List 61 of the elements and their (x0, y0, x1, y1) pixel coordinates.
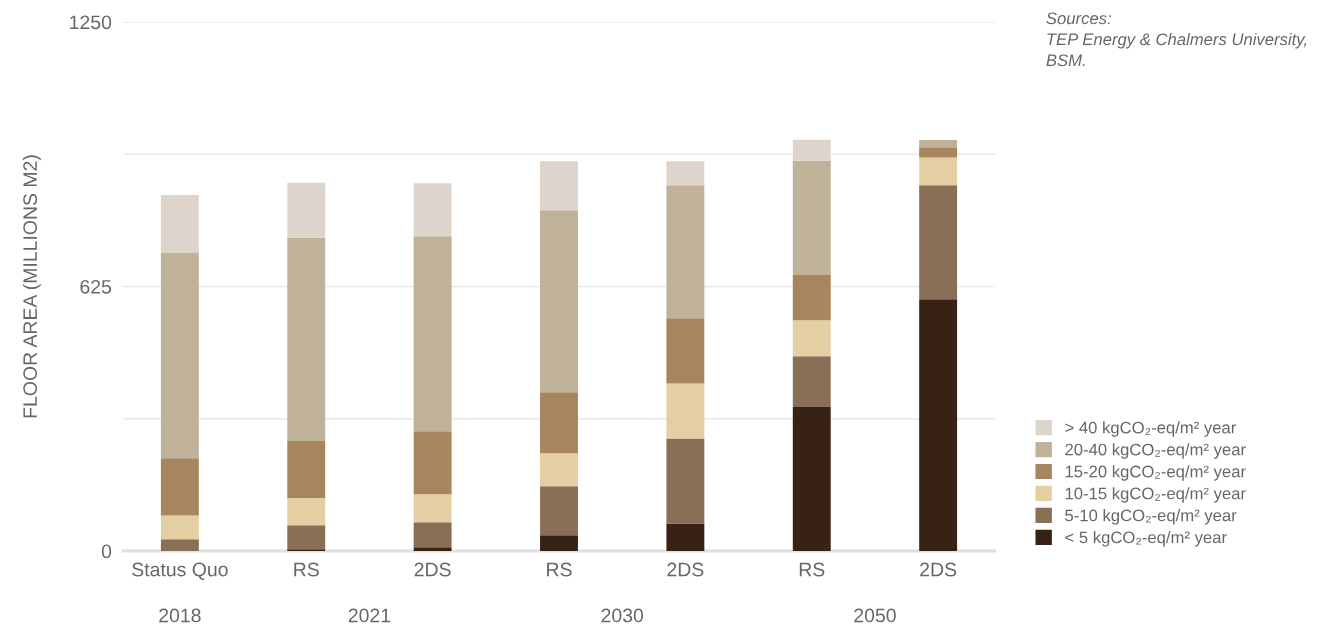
bar (287, 498, 326, 526)
bar (919, 147, 958, 158)
legend-label: 5-10 kgCO₂-eq/m² year (1065, 509, 1237, 525)
bar (160, 539, 199, 551)
bar (666, 161, 705, 186)
text: 2021 (348, 608, 391, 623)
bar (413, 547, 452, 551)
bar (792, 356, 831, 408)
bar (540, 535, 578, 551)
bar (919, 185, 958, 300)
bar (540, 392, 578, 454)
bar (540, 486, 578, 536)
bar (413, 236, 452, 432)
bar (160, 458, 199, 516)
bar (413, 494, 452, 523)
legend-label: < 5 kgCO₂-eq/m² year (1065, 531, 1227, 547)
bar (792, 160, 831, 276)
text: 2018 (159, 608, 201, 623)
bar (413, 522, 452, 548)
legend-label: 10-15 kgCO₂-eq/m² year (1065, 487, 1246, 503)
x-tick-label: 2DS (414, 562, 451, 577)
bar (413, 431, 452, 495)
bar (792, 275, 831, 321)
legend-label: 15-20 kgCO₂-eq/m² year (1065, 465, 1246, 481)
bar (540, 161, 578, 211)
bar (160, 195, 199, 254)
bar (666, 318, 705, 384)
bar (287, 182, 326, 238)
bar (666, 523, 705, 551)
bar (160, 515, 199, 540)
bar (666, 438, 705, 524)
legend-label: > 40 kgCO₂-eq/m² year (1065, 421, 1237, 437)
bar (287, 525, 326, 550)
text: 2030 (601, 608, 644, 623)
bar (540, 210, 578, 393)
text: 2050 (854, 608, 896, 623)
x-tick-label: Status Quo (132, 562, 228, 580)
bar (919, 299, 958, 551)
y-tick-label: 0 (101, 544, 112, 559)
bar (666, 383, 705, 439)
bar (792, 407, 831, 551)
x-tick-label: 2DS (667, 562, 704, 577)
bar (287, 237, 326, 441)
bar (792, 320, 831, 357)
bar (287, 440, 326, 499)
y-tick-label: 625 (80, 279, 112, 294)
bar (792, 139, 831, 161)
bar (413, 183, 452, 237)
bar (666, 185, 705, 319)
source-note: Sources: TEP Energy & Chalmers University, BSM. (1046, 12, 1307, 67)
y-tick-label: 1250 (70, 15, 112, 30)
bar (919, 140, 958, 148)
y-axis-title: FLOOR AREA (MILLIONS M2) (22, 155, 41, 418)
bar (540, 453, 578, 487)
x-tick-label: RS (294, 562, 319, 577)
bar (919, 157, 958, 186)
legend-label: 20-40 kgCO₂-eq/m² year (1065, 443, 1246, 459)
x-tick-label: RS (799, 562, 825, 577)
x-tick-label: 2DS (920, 562, 957, 577)
x-tick-label: RS (547, 562, 572, 577)
bar (160, 253, 199, 459)
